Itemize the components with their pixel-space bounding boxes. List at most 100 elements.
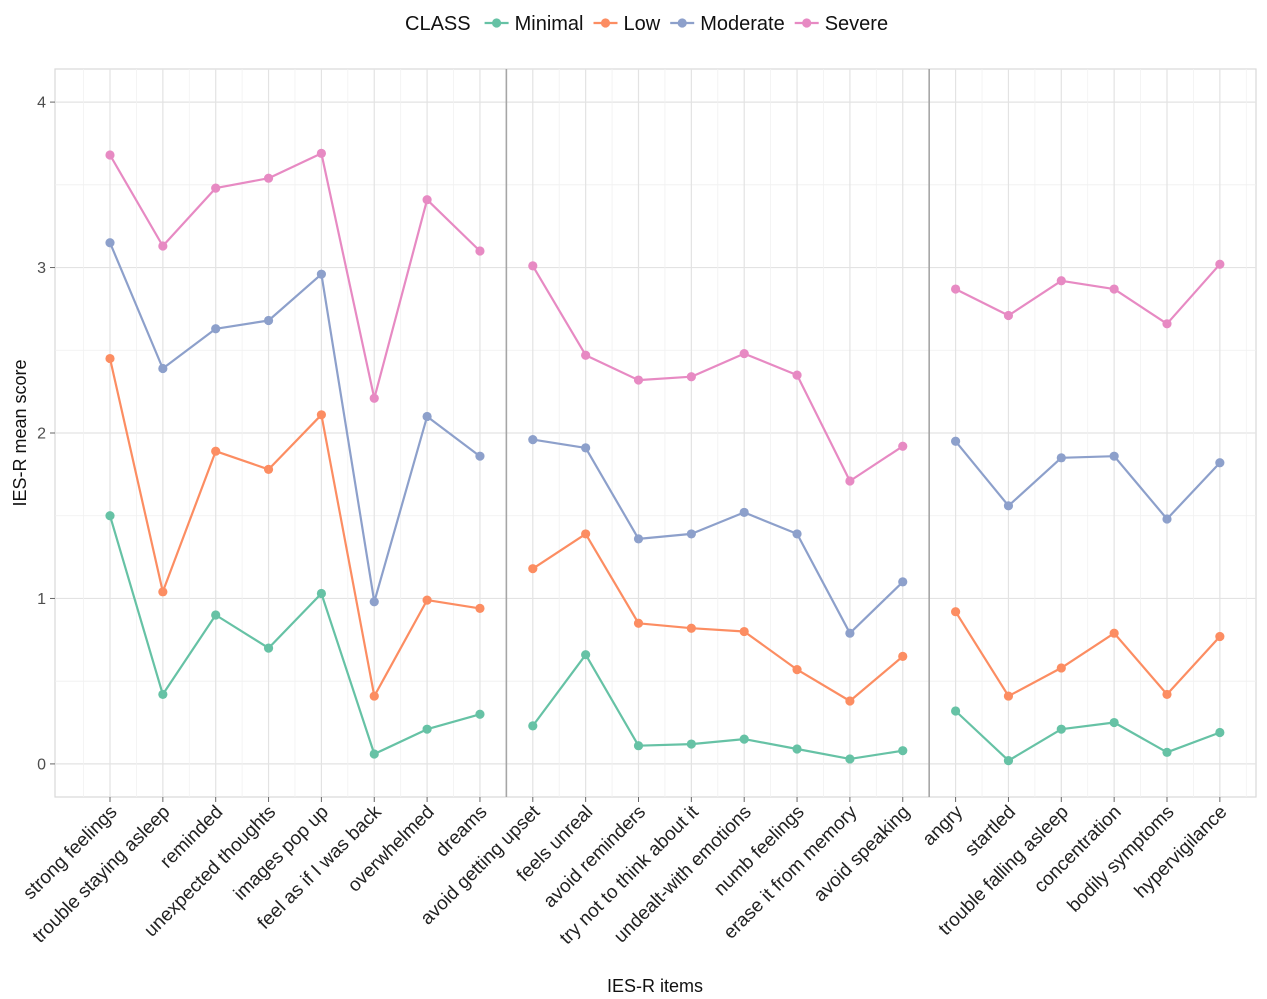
data-point-severe: [316, 148, 326, 158]
legend-title: CLASS: [405, 13, 471, 35]
data-point-moderate: [263, 315, 274, 326]
data-point-low: [1162, 689, 1172, 700]
data-point-moderate: [1109, 451, 1119, 461]
data-point-minimal: [1162, 747, 1172, 757]
data-point-moderate: [528, 435, 538, 445]
series-severe: [105, 148, 1225, 486]
legend-items: Minimal Low Moderate Severe: [484, 13, 888, 35]
data-point-moderate: [845, 628, 855, 638]
data-point-severe: [263, 173, 274, 183]
data-point-minimal: [263, 643, 274, 653]
series-line-severe: [109, 152, 481, 400]
x-axis-title: IES-R items: [607, 976, 703, 996]
data-point-severe: [1109, 284, 1119, 294]
data-point-moderate: [1162, 514, 1172, 524]
data-point-severe: [1003, 310, 1014, 321]
legend-label: Low: [624, 13, 661, 35]
series-low: [105, 353, 1225, 706]
data-point-moderate: [1215, 458, 1225, 468]
data-point-low: [528, 564, 538, 574]
series-moderate: [105, 238, 1225, 638]
series-line-minimal: [954, 710, 1221, 762]
series-line-moderate: [954, 440, 1221, 521]
data-point-severe: [105, 150, 115, 160]
y-tick-label: 3: [37, 260, 46, 277]
data-point-low: [369, 691, 379, 701]
data-point-severe: [845, 476, 855, 486]
data-point-moderate: [898, 577, 908, 587]
legend-key-point: [677, 18, 687, 28]
data-point-low: [1215, 631, 1225, 642]
data-point-moderate: [422, 411, 432, 422]
data-point-low: [686, 623, 696, 633]
data-point-moderate: [316, 269, 326, 279]
series-line-low: [108, 358, 481, 698]
data-point-minimal: [845, 754, 855, 764]
data-point-low: [951, 607, 961, 617]
data-point-low: [1056, 663, 1066, 673]
x-tick-label: angry: [919, 801, 968, 850]
data-point-minimal: [316, 588, 326, 599]
data-point-severe: [1162, 319, 1172, 329]
data-point-moderate: [211, 324, 221, 334]
data-point-low: [475, 603, 485, 613]
legend-item-severe: Severe: [794, 13, 888, 35]
data-point-severe: [158, 241, 168, 251]
data-point-moderate: [1056, 453, 1066, 463]
series-minimal: [105, 511, 1225, 766]
series-line-minimal: [108, 515, 481, 756]
data-point-minimal: [1109, 717, 1119, 728]
data-point-severe: [369, 393, 379, 403]
panel-dividers: [505, 69, 930, 797]
data-point-low: [633, 618, 644, 628]
data-point-low: [105, 353, 115, 364]
data-point-moderate: [739, 507, 749, 518]
data-point-severe: [581, 350, 591, 360]
data-point-minimal: [422, 724, 432, 734]
data-point-severe: [633, 375, 644, 385]
x-tick-label: hypervigilance: [1131, 802, 1232, 903]
data-point-minimal: [1215, 727, 1225, 738]
data-point-minimal: [686, 739, 696, 749]
series-line-moderate: [108, 242, 481, 603]
data-point-severe: [422, 195, 432, 205]
data-point-moderate: [951, 436, 961, 446]
series-layer: [105, 148, 1225, 766]
series-line-minimal: [531, 653, 903, 761]
legend-key-point: [802, 18, 812, 28]
data-point-moderate: [158, 363, 168, 374]
data-point-severe: [211, 183, 221, 193]
data-point-severe: [951, 284, 961, 294]
data-point-moderate: [1003, 501, 1014, 511]
data-point-low: [581, 529, 591, 539]
data-point-moderate: [475, 451, 485, 461]
data-point-low: [739, 626, 749, 637]
y-axis-ticks: 0 1 2 3 4: [37, 95, 55, 773]
data-point-minimal: [633, 741, 644, 751]
data-point-minimal: [1056, 724, 1066, 734]
y-tick-label: 0: [37, 756, 46, 773]
data-point-low: [792, 665, 802, 675]
legend-label: Severe: [825, 13, 888, 35]
data-point-minimal: [792, 744, 802, 754]
data-point-minimal: [105, 511, 115, 521]
data-point-severe: [528, 261, 538, 271]
data-point-moderate: [581, 443, 591, 453]
legend-label: Minimal: [515, 13, 584, 35]
data-point-minimal: [528, 721, 538, 731]
data-point-minimal: [1003, 756, 1014, 766]
y-axis-title: IES-R mean score: [10, 359, 30, 506]
data-point-severe: [1056, 276, 1066, 286]
data-point-moderate: [686, 529, 696, 539]
y-tick-label: 1: [37, 591, 46, 608]
series-line-severe: [955, 263, 1221, 325]
x-tick-label: avoid speaking: [810, 802, 914, 906]
legend-item-minimal: Minimal: [484, 13, 584, 35]
data-point-minimal: [951, 706, 961, 716]
data-point-low: [1003, 691, 1014, 701]
x-tick-label: strong feelings: [19, 802, 121, 904]
data-point-moderate: [369, 597, 379, 607]
data-point-moderate: [633, 534, 644, 544]
series-line-low: [954, 611, 1221, 698]
